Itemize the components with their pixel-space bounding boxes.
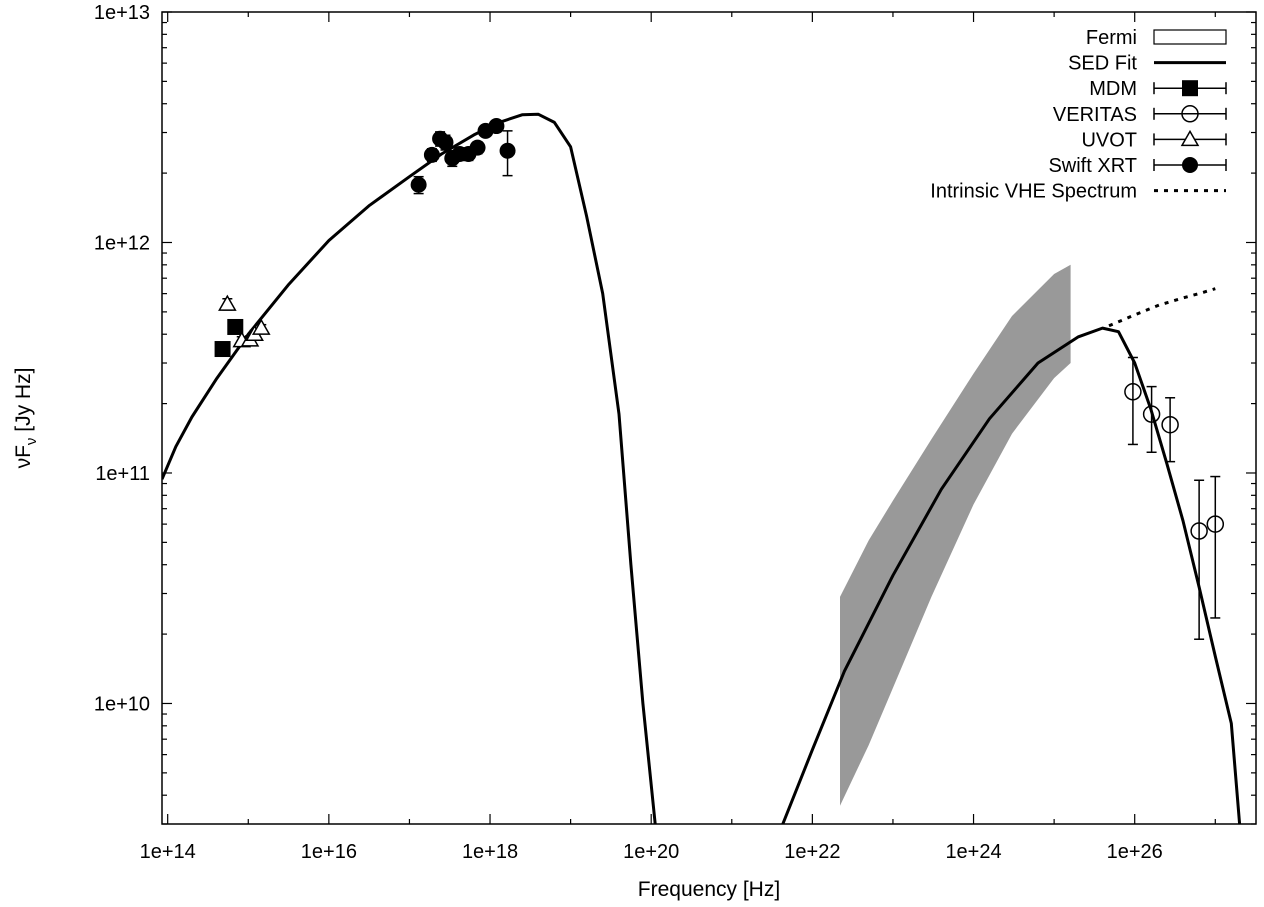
legend-label-swift-xrt: Swift XRT: [1048, 155, 1137, 177]
swift-xrt-point: [488, 118, 505, 135]
sed-fit-inverse-compton-curve: [781, 326, 1242, 824]
y-axis-label: νFν [Jy Hz]: [12, 368, 40, 469]
y-tick-label: 1e+13: [94, 2, 150, 24]
plot-frame: [161, 11, 1257, 825]
legend-symbol-swift-xrt: [1182, 157, 1198, 173]
x-tick-label: 1e+18: [462, 841, 518, 863]
swift-xrt-point: [423, 146, 440, 163]
legend-symbol-veritas: [1181, 105, 1199, 123]
legend-label-mdm: MDM: [1089, 78, 1137, 100]
x-axis-label: Frequency [Hz]: [638, 878, 780, 901]
fermi-band: [840, 264, 1071, 806]
y-tick-label: 1e+11: [95, 463, 150, 485]
legend-label-veritas: VERITAS: [1053, 104, 1137, 126]
swift-xrt-point: [469, 139, 486, 156]
x-tick-label: 1e+26: [1107, 841, 1163, 863]
y-tick-label: 1e+10: [94, 693, 150, 715]
x-tick-label: 1e+14: [140, 841, 196, 863]
swift-xrt-point: [499, 142, 516, 159]
x-tick-label: 1e+20: [623, 841, 679, 863]
veritas-point: [1190, 522, 1208, 540]
intrinsic-vhe-spectrum-curve: [1108, 287, 1216, 328]
fermi-band-layer: [840, 264, 1071, 806]
legend-symbol-fermi: [1153, 29, 1227, 45]
x-tick-label: 1e+24: [945, 841, 1001, 863]
veritas-point: [1161, 415, 1179, 434]
uvot-point: [218, 294, 237, 311]
legend-label-uvot: UVOT: [1081, 129, 1137, 151]
mdm-point: [227, 318, 244, 335]
legend-symbol-mdm: [1182, 80, 1198, 97]
legend-label-fermi: Fermi: [1086, 27, 1137, 49]
legend-label-intrinsic-vhe-spectrum: Intrinsic VHE Spectrum: [930, 181, 1137, 203]
veritas-point: [1124, 383, 1142, 401]
x-tick-label: 1e+16: [301, 841, 357, 863]
sed-fit-layer: [162, 112, 1242, 824]
axis-ticks: 1e+14 1e+16 1e+18 1e+20 1e+22 1e+24 1e+26 1e+10…: [94, 2, 1256, 863]
legend-symbol-uvot: [1180, 129, 1200, 147]
uvot-point: [251, 318, 271, 335]
x-tick-label: 1e+22: [784, 841, 840, 863]
legend: Fermi SED Fit MDM VERITAS UVOT Swift XRT Intri…: [930, 27, 1227, 203]
swift-xrt-point: [437, 134, 454, 151]
mdm-point: [214, 341, 231, 358]
legend-label-sed-fit: SED Fit: [1068, 53, 1137, 75]
veritas-point: [1206, 515, 1225, 533]
swift-xrt-point: [410, 176, 427, 193]
data-points-layer: [214, 118, 1225, 640]
veritas-point: [1142, 405, 1161, 423]
sed-fit-synchrotron-curve: [162, 112, 657, 824]
y-tick-label: 1e+12: [94, 232, 150, 254]
